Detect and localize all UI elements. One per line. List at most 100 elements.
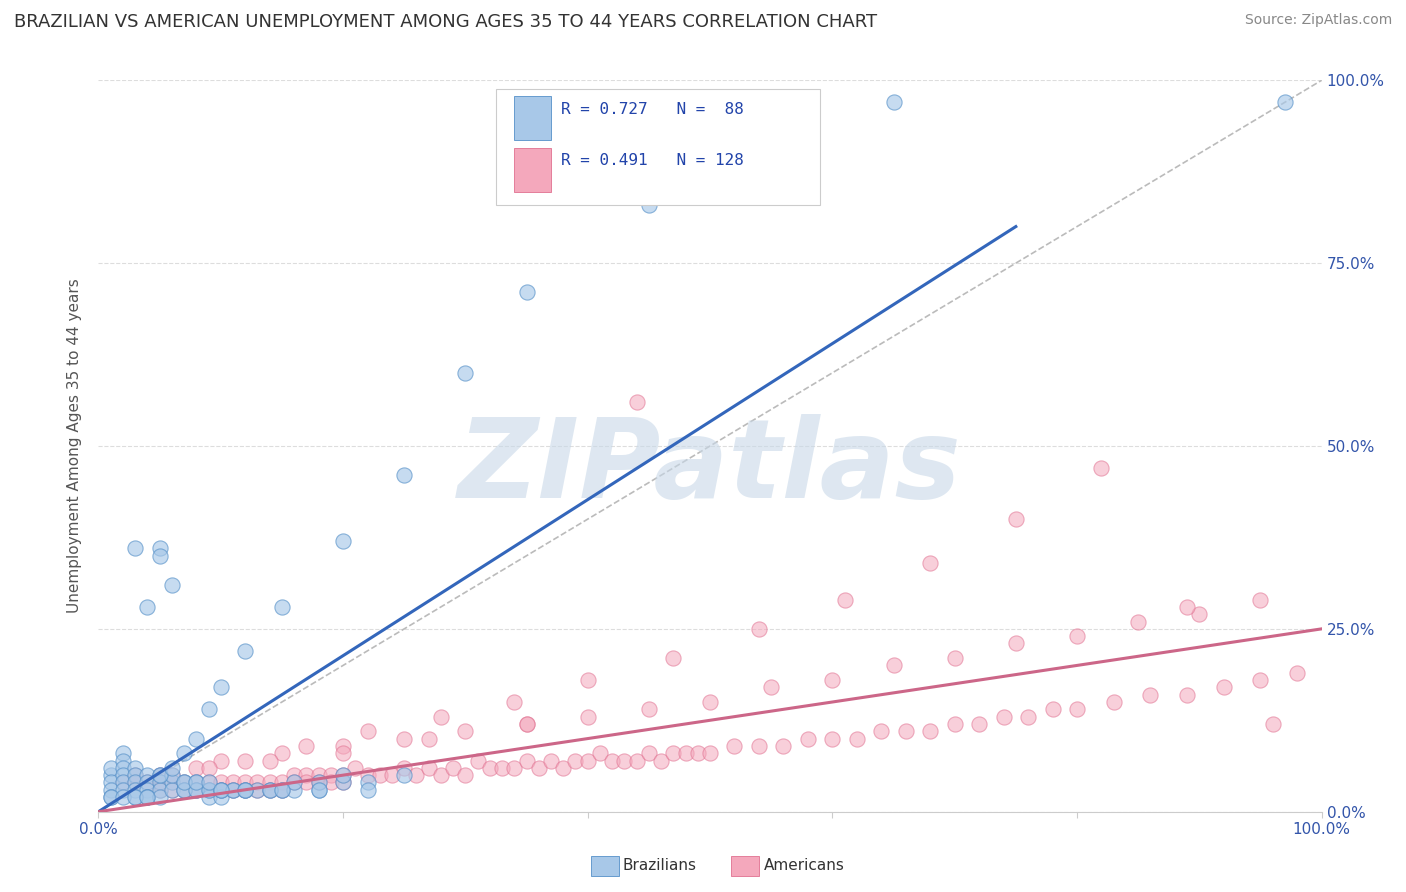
Point [516,717,538,731]
Point [638,197,661,211]
Point [160,775,183,789]
Point [149,549,172,563]
Text: Brazilians: Brazilians [623,858,697,872]
Point [308,782,330,797]
Point [136,768,159,782]
Point [259,775,281,789]
Point [209,782,232,797]
Point [160,761,183,775]
Point [124,790,146,805]
Point [100,790,122,805]
Point [124,761,146,775]
Point [173,746,195,760]
Point [332,775,354,789]
Point [197,775,219,789]
Point [124,775,146,789]
Point [136,775,159,789]
Point [356,775,378,789]
Point [308,775,330,789]
Point [662,746,685,760]
Point [246,775,269,789]
Point [1128,615,1150,629]
Point [149,790,172,805]
Point [430,709,453,723]
Point [111,768,134,782]
Point [613,754,636,768]
Point [233,782,256,797]
Point [576,709,599,723]
Text: ZIPatlas: ZIPatlas [458,415,962,522]
Point [246,782,269,797]
Point [1042,702,1064,716]
Point [418,731,440,746]
Point [1188,607,1211,622]
Point [283,782,305,797]
Point [454,768,477,782]
Point [197,782,219,797]
Point [576,673,599,687]
Point [270,782,294,797]
Point [1139,688,1161,702]
Point [233,782,256,797]
Point [111,746,134,760]
Point [491,761,513,775]
Point [920,556,942,570]
Point [540,754,562,768]
Point [149,782,172,797]
Point [100,790,122,805]
Point [111,775,134,789]
Point [160,768,183,782]
Point [186,782,208,797]
Point [478,761,501,775]
Point [173,775,195,789]
Point [111,775,134,789]
Point [124,790,146,805]
Point [136,782,159,797]
Point [222,782,245,797]
FancyBboxPatch shape [496,89,820,204]
Point [160,775,183,789]
Point [1090,461,1112,475]
Point [186,782,208,797]
Point [173,782,195,797]
Point [392,768,416,782]
Point [149,768,172,782]
Point [149,768,172,782]
Point [197,782,219,797]
Point [186,782,208,797]
Point [160,768,183,782]
Point [283,775,305,789]
Point [993,709,1015,723]
Point [626,754,648,768]
Point [186,775,208,789]
Point [270,782,294,797]
Point [821,673,844,687]
Point [209,754,232,768]
Point [160,782,183,797]
Point [186,761,208,775]
Point [149,775,172,789]
Point [1004,636,1026,650]
Text: R = 0.727   N =  88: R = 0.727 N = 88 [561,103,744,117]
Point [650,754,672,768]
Point [233,644,256,658]
Point [1102,695,1125,709]
Point [845,731,868,746]
Point [967,717,990,731]
Point [222,775,245,789]
Point [259,782,281,797]
Point [405,768,427,782]
Point [356,768,378,782]
Text: R = 0.491   N = 128: R = 0.491 N = 128 [561,153,744,169]
Point [503,761,526,775]
Point [136,599,159,614]
Point [1250,673,1272,687]
Point [870,724,893,739]
Point [246,782,269,797]
Point [883,658,905,673]
Point [356,782,378,797]
Point [233,775,256,789]
Point [467,754,489,768]
Point [259,754,281,768]
Point [516,754,538,768]
